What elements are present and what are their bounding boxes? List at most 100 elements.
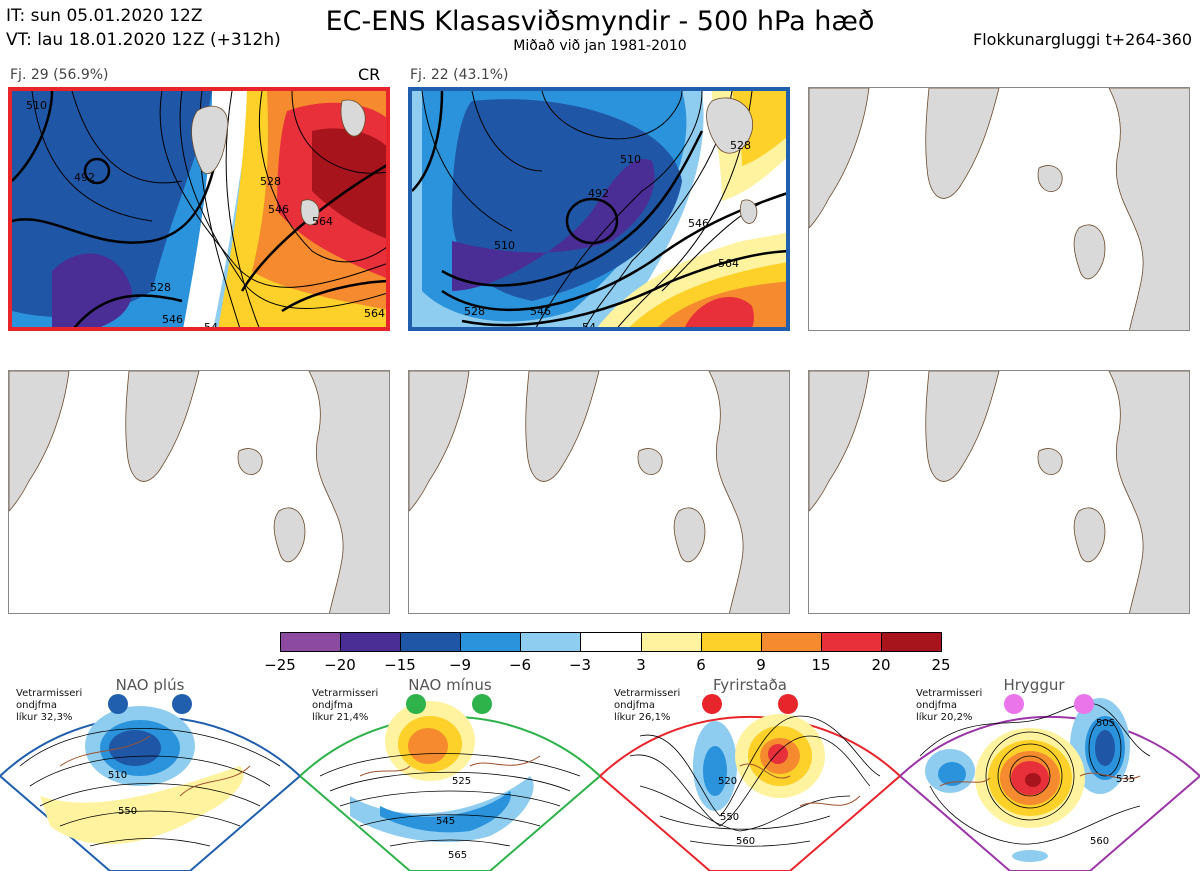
regime-info-line: ondjfma xyxy=(16,700,57,711)
regime-marker xyxy=(778,694,798,714)
empty-cluster-map xyxy=(808,370,1190,614)
cluster-2-contour-label: 510 xyxy=(620,153,641,166)
regime-ridge: 505 535 560 Vetrarmisseri ondjfma líkur … xyxy=(900,676,1200,871)
regime-info-line: líkur 21,4% xyxy=(312,712,369,723)
colorbar-tick: −25 xyxy=(264,656,296,674)
regime-marker xyxy=(108,694,128,714)
regime-contour-label: 560 xyxy=(736,836,755,847)
regime-info-line: ondjfma xyxy=(916,700,957,711)
regime-info-line: Vetrarmisseri xyxy=(916,688,983,699)
regime-marker xyxy=(1074,694,1094,714)
colorbar-tick: 20 xyxy=(871,656,891,674)
coastline-map xyxy=(9,371,389,613)
valid-time: VT: lau 18.01.2020 12Z (+312h) xyxy=(6,30,281,50)
regime-marker xyxy=(702,694,722,714)
colorbar-segment xyxy=(521,633,582,651)
anomaly-colorbar xyxy=(280,632,942,652)
regime-info: Vetrarmisseri ondjfma líkur 21,4% xyxy=(312,688,378,724)
cluster-2-contour-label: 528 xyxy=(730,139,751,152)
coastline-map xyxy=(809,88,1189,330)
colorbar-segment xyxy=(341,633,402,651)
colorbar-segment xyxy=(701,633,762,651)
colorbar-segment xyxy=(761,633,822,651)
cluster-2-contour-label: 546 xyxy=(530,305,551,318)
cluster-2-contour-label: 510 xyxy=(494,239,515,252)
colorbar-segment xyxy=(461,633,522,651)
coastline-map xyxy=(809,371,1189,613)
cluster-2-contour-label: 564 xyxy=(718,257,739,270)
regime-contour-label: 505 xyxy=(1096,718,1115,729)
regime-name: Hryggur xyxy=(1003,676,1065,694)
regime-info-line: Vetrarmisseri xyxy=(614,688,681,699)
regime-fan-map: 505 535 560 xyxy=(900,698,1200,871)
cluster-1-map: 510 492 528 546 564 528 546 564 54 xyxy=(8,87,390,331)
regime-marker xyxy=(406,694,426,714)
cluster-2-contour-label: 492 xyxy=(588,187,609,200)
regime-info-line: líkur 20,2% xyxy=(916,712,973,723)
colorbar-segment xyxy=(881,633,942,651)
colorbar-segment xyxy=(581,633,642,651)
empty-cluster-map xyxy=(8,370,390,614)
regime-marker xyxy=(1004,694,1024,714)
regime-contour-label: 550 xyxy=(118,806,137,817)
colorbar-tick: −20 xyxy=(324,656,356,674)
cluster-1-contour-label: 510 xyxy=(26,99,47,112)
init-valid-time: IT: sun 05.01.2020 12Z VT: lau 18.01.202… xyxy=(6,4,281,52)
cluster-2-contour-label: 546 xyxy=(688,217,709,230)
colorbar-tick: 3 xyxy=(636,656,646,674)
colorbar-segment xyxy=(641,633,702,651)
regime-blocking: 520 550 560 Vetrarmisseri ondjfma líkur … xyxy=(600,676,900,871)
cluster-2-caption: Fj. 22 (43.1%) xyxy=(410,67,509,83)
cluster-1-contour-label: 546 xyxy=(268,203,289,216)
cluster-1-contour-label: 564 xyxy=(364,307,385,320)
regime-info-line: líkur 26,1% xyxy=(614,712,671,723)
cluster-2-contour-label: 528 xyxy=(464,305,485,318)
regime-info: Vetrarmisseri ondjfma líkur 26,1% xyxy=(614,688,680,724)
regime-contour-label: 550 xyxy=(720,812,739,823)
regime-info-line: líkur 32,3% xyxy=(16,712,73,723)
regime-contour-label: 520 xyxy=(718,776,737,787)
colorbar-tick: −15 xyxy=(384,656,416,674)
regime-info: Vetrarmisseri ondjfma líkur 32,3% xyxy=(16,688,82,724)
regime-info-line: ondjfma xyxy=(614,700,655,711)
colorbar-tick: 9 xyxy=(756,656,766,674)
cluster-2-anomaly-field: 528 492 510 546 564 510 528 546 54 xyxy=(412,91,786,331)
colorbar-tick: 15 xyxy=(811,656,831,674)
colorbar-tick: 25 xyxy=(931,656,951,674)
regime-contour-label: 535 xyxy=(1116,774,1135,785)
init-time: IT: sun 05.01.2020 12Z xyxy=(6,6,203,26)
colorbar-segment xyxy=(401,633,462,651)
regime-contour-label: 565 xyxy=(448,850,467,861)
regime-contour-label: 560 xyxy=(1090,836,1109,847)
cluster-2-contour-label: 54 xyxy=(582,321,596,331)
cluster-1-contour-label: 564 xyxy=(312,215,333,228)
regime-nao-plus: 510 550 Vetrarmisseri ondjfma líkur 32,3… xyxy=(0,676,300,871)
regime-info: Vetrarmisseri ondjfma líkur 20,2% xyxy=(916,688,982,724)
cluster-2-map: 528 492 510 546 564 510 528 546 54 xyxy=(408,87,790,331)
regime-fan-map: 525 545 565 xyxy=(300,701,600,871)
colorbar-tick: −3 xyxy=(568,656,592,674)
cluster-1-regime-tag: CR xyxy=(358,65,381,84)
regime-contour-label: 545 xyxy=(436,816,455,827)
colorbar-tick: 6 xyxy=(696,656,706,674)
colorbar-segment xyxy=(821,633,882,651)
cluster-1-contour-label: 54 xyxy=(204,321,218,331)
regime-contour-label: 525 xyxy=(452,776,471,787)
regime-marker xyxy=(472,694,492,714)
regime-info-line: Vetrarmisseri xyxy=(312,688,379,699)
empty-cluster-map xyxy=(808,87,1190,331)
colorbar-tick: −6 xyxy=(508,656,532,674)
clustering-window: Flokkunargluggi t+264-360 xyxy=(973,30,1192,49)
cluster-1-anomaly-field: 510 492 528 546 564 528 546 564 54 xyxy=(12,91,386,331)
colorbar-tick: −9 xyxy=(448,656,472,674)
cluster-1-contour-label: 492 xyxy=(74,171,95,184)
regime-name: Fyrirstaða xyxy=(713,676,787,694)
regime-nao-minus: 525 545 565 Vetrarmisseri ondjfma líkur … xyxy=(300,676,600,871)
regime-marker xyxy=(172,694,192,714)
regime-name: NAO plús xyxy=(115,676,185,694)
regime-name: NAO mínus xyxy=(408,676,492,694)
cluster-1-contour-label: 528 xyxy=(260,175,281,188)
regime-fan-map: 510 550 xyxy=(0,706,300,871)
colorbar-segment xyxy=(281,633,342,651)
page-subtitle: Miðað við jan 1981-2010 xyxy=(513,38,687,54)
